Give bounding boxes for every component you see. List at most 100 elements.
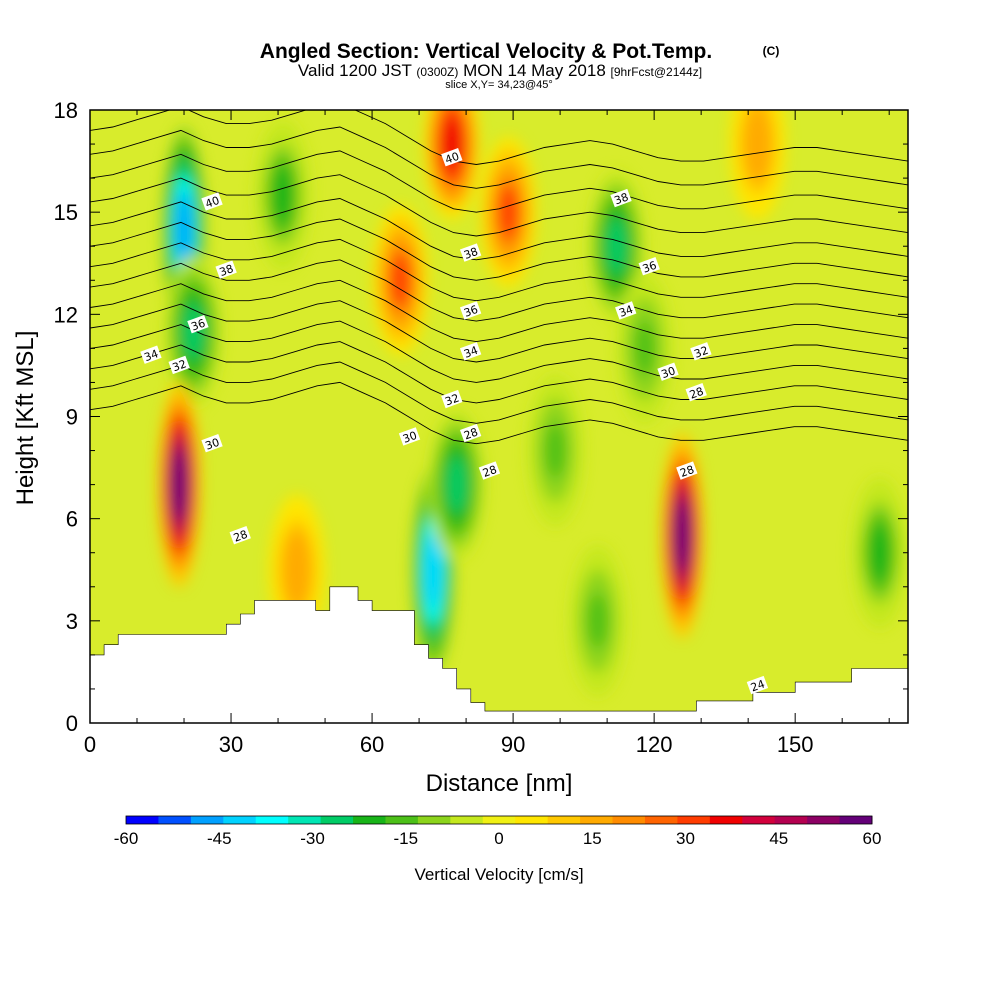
colorbar-tick-label: 30 xyxy=(676,829,695,848)
contour-label-text: 28 xyxy=(678,463,696,480)
colorbar-swatch xyxy=(223,816,257,824)
velocity-cell-downdraft xyxy=(851,477,908,629)
chart-title-main: Angled Section: Vertical Velocity & Pot.… xyxy=(260,40,712,63)
colorbar: -60 -45 -30 -15 0 15 30 45 60 xyxy=(114,815,881,848)
contour-label: 32 xyxy=(441,389,463,409)
colorbar-swatch xyxy=(158,816,192,824)
contour-label: 28 xyxy=(478,461,501,480)
isentrope-line xyxy=(90,279,908,343)
contour-label-bg xyxy=(459,423,482,443)
velocity-cell-downdraft xyxy=(527,375,584,527)
contour-label: 28 xyxy=(676,461,698,480)
contour-label-bg xyxy=(690,342,712,361)
velocity-cell-downdraft xyxy=(569,545,626,697)
velocity-cell-updraft xyxy=(480,136,537,288)
isentrope-line xyxy=(90,361,908,424)
velocity-cell-updraft xyxy=(157,382,201,588)
contour-label: 30 xyxy=(657,362,679,381)
contour-label: 40 xyxy=(201,192,223,211)
contour-label-bg xyxy=(459,243,482,262)
contour-label: 38 xyxy=(215,260,237,279)
contour-label-bg xyxy=(746,675,769,695)
colorbar-swatch xyxy=(774,816,808,824)
contour-label-bg xyxy=(201,434,223,453)
colorbar-swatch xyxy=(320,816,354,824)
y-axis-label: Height [Kft MSL] xyxy=(12,331,39,506)
y-tick-label: 0 xyxy=(66,711,78,736)
y-tick-label: 3 xyxy=(66,609,78,634)
x-tick-label: 0 xyxy=(84,732,96,757)
colorbar-tick-label: -30 xyxy=(300,829,325,848)
velocity-cell-updraft xyxy=(372,204,429,356)
contour-label-bg xyxy=(615,301,637,320)
contour-label-text: 36 xyxy=(189,317,207,334)
colorbar-swatch xyxy=(839,816,873,824)
isentrope-lines xyxy=(90,110,908,445)
colorbar-swatch xyxy=(417,816,451,824)
colorbar-swatch xyxy=(612,816,646,824)
isentrope-line xyxy=(90,218,908,281)
contour-label: 28 xyxy=(459,423,482,443)
contour-label-bg xyxy=(459,342,482,361)
contour-label-text: 28 xyxy=(232,528,250,545)
velocity-cell-updraft xyxy=(423,110,481,220)
slice-label: slice X,Y= 34,23@45° xyxy=(445,79,553,91)
colorbar-swatch xyxy=(677,816,711,824)
contour-label: 38 xyxy=(610,188,632,208)
contour-label-bg xyxy=(638,257,660,276)
colorbar-swatch xyxy=(742,816,776,824)
y-tick-label: 15 xyxy=(54,200,78,225)
contour-label: 24 xyxy=(746,675,769,695)
velocity-cell-downdraft xyxy=(254,119,311,271)
contour-label: 30 xyxy=(201,434,223,453)
isentrope-line xyxy=(90,150,908,213)
colorbar-tick-label: -45 xyxy=(207,829,232,848)
isentrope-line xyxy=(90,174,908,237)
colorbar-swatch xyxy=(126,816,159,824)
contour-label-bg xyxy=(459,301,482,320)
colorbar-tick-label: -60 xyxy=(114,829,139,848)
contour-label-bg xyxy=(140,345,162,364)
contour-label-bg xyxy=(441,148,463,167)
isentrope-line xyxy=(90,238,908,302)
x-tick-label: 90 xyxy=(501,732,525,757)
contour-label: 34 xyxy=(140,345,162,364)
contour-label-bg xyxy=(215,260,237,279)
contour-label-bg xyxy=(201,192,223,211)
chart-title-suffix: (C) xyxy=(763,44,780,58)
contour-label: 36 xyxy=(638,257,660,276)
velocity-cell-downdraft xyxy=(428,409,485,561)
subtitle-prefix: Valid 1200 JST xyxy=(298,61,416,80)
contour-label: 30 xyxy=(398,427,421,446)
colorbar-swatch xyxy=(547,816,581,824)
colorbar-swatch xyxy=(288,816,322,824)
contour-label-bg xyxy=(441,389,463,409)
contour-label-text: 30 xyxy=(660,364,678,381)
contour-label-text: 28 xyxy=(688,385,706,402)
contour-label: 34 xyxy=(459,342,482,361)
isentrope-line xyxy=(90,300,908,363)
contour-label-text: 36 xyxy=(641,259,659,276)
y-tick-label: 6 xyxy=(66,507,78,532)
velocity-cell-downdraft xyxy=(588,170,645,322)
colorbar-swatch xyxy=(450,816,484,824)
contour-label-text: 30 xyxy=(204,436,222,453)
chart-title: Angled Section: Vertical Velocity & Pot.… xyxy=(260,40,712,63)
contour-label-text: 34 xyxy=(462,344,480,361)
colorbar-swatch xyxy=(709,816,743,824)
contour-label-bg xyxy=(398,427,421,446)
contour-label-bg xyxy=(610,188,632,208)
contour-label-text: 34 xyxy=(617,303,635,320)
contour-label-text: 28 xyxy=(481,463,499,480)
velocity-cell-updraft xyxy=(729,110,786,220)
subtitle-zone: (0300Z) xyxy=(416,65,458,79)
contour-label-bg xyxy=(676,461,698,480)
isentrope-line xyxy=(90,381,908,445)
colorbar-frame xyxy=(125,815,873,825)
chart-subtitle: Valid 1200 JST (0300Z) MON 14 May 2018 [… xyxy=(298,61,702,80)
colorbar-swatch xyxy=(515,816,549,824)
velocity-cell-downdraft xyxy=(616,272,673,424)
contour-label: 40 xyxy=(441,148,463,167)
colorbar-label: Vertical Velocity [cm/s] xyxy=(414,865,583,884)
